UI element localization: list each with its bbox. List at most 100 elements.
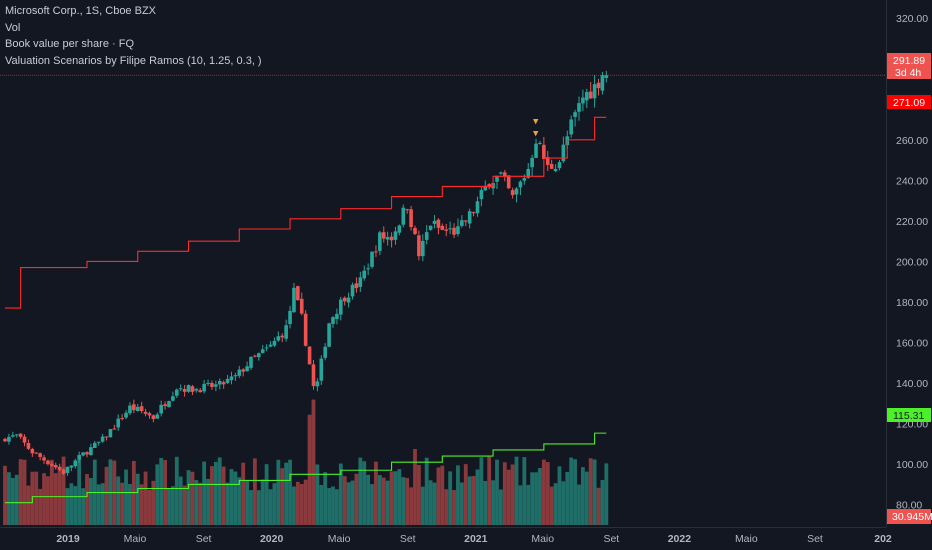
candle-body <box>350 284 355 297</box>
candle-body <box>444 229 449 231</box>
volume-bar <box>163 460 167 525</box>
candle-body <box>3 438 7 442</box>
candle-body <box>538 142 542 144</box>
candle-body <box>26 442 31 449</box>
candle-body <box>577 103 581 112</box>
candle-body <box>354 283 359 289</box>
volume-bar <box>354 473 359 525</box>
volume-bar <box>358 457 363 525</box>
legend-volume[interactable]: Vol <box>5 21 21 34</box>
candle-body <box>588 91 593 99</box>
volume-bar <box>334 489 339 525</box>
candle-body <box>292 287 296 313</box>
volume-bar <box>498 489 503 525</box>
volume-bar <box>569 457 574 525</box>
volume-bar <box>416 465 421 525</box>
time-axis[interactable]: 2019 Maio Set 2020 Maio Set 2021 Maio Set 2022 Mai… <box>56 533 892 545</box>
volume-bar <box>311 399 316 525</box>
signal-marker: ▼ <box>533 118 539 126</box>
candle-body <box>421 240 425 257</box>
candle-body <box>573 112 577 118</box>
candle-body <box>424 232 429 240</box>
candle-body <box>475 201 480 214</box>
volume-bar <box>167 487 171 525</box>
volume-bar <box>276 459 281 525</box>
volume-bar <box>584 471 589 525</box>
volume-bar <box>420 486 425 525</box>
candle-body <box>260 349 265 353</box>
volume-bar <box>57 466 62 525</box>
candle-body <box>503 172 507 177</box>
volume-bar <box>448 471 453 525</box>
x-tick-label: Maio <box>531 533 554 545</box>
volume-bar <box>241 462 246 525</box>
candle-body <box>14 434 19 436</box>
legend-book-value[interactable]: Book value per share · FQ <box>5 38 135 50</box>
volume-bar <box>428 480 433 525</box>
y-tick-label: 100.00 <box>896 459 928 471</box>
candle-body <box>319 358 324 381</box>
volume-bar <box>432 482 437 525</box>
candle-body <box>233 375 238 377</box>
candle-body <box>604 75 609 79</box>
volume-bar <box>96 484 101 525</box>
candle-body <box>210 382 214 388</box>
candle-body <box>389 236 394 241</box>
x-tick-label: Set <box>807 533 823 545</box>
volume-bar <box>377 475 382 525</box>
volume-bar <box>479 457 484 525</box>
volume-bar <box>596 487 601 525</box>
volume-bar <box>151 480 156 525</box>
candle-body <box>128 405 132 414</box>
volume-bar <box>342 476 347 525</box>
candle-body <box>479 189 484 200</box>
candle-body <box>50 464 54 466</box>
candle-body <box>460 220 464 226</box>
candle-body <box>182 389 187 392</box>
volume-bar <box>577 484 581 525</box>
candle-body <box>385 237 390 240</box>
candle-body <box>7 436 11 442</box>
candle-body <box>315 381 320 387</box>
candle-body <box>147 413 152 416</box>
y-tick-label: 200.00 <box>896 256 928 268</box>
volume-bar <box>604 463 609 525</box>
volume-bar <box>61 456 66 525</box>
candle-body <box>257 353 261 358</box>
candle-body <box>206 382 210 384</box>
volume-bar <box>190 471 195 525</box>
volume-bar <box>346 482 351 525</box>
candle-body <box>104 436 109 438</box>
candle-body <box>171 396 175 401</box>
candle-body <box>561 144 566 162</box>
candle-body <box>296 286 300 301</box>
volume-bar <box>397 469 402 525</box>
volume-bar <box>588 458 593 525</box>
volume-bar <box>233 471 238 525</box>
x-tick-label: 2022 <box>668 533 692 545</box>
candle-body <box>116 418 121 428</box>
volume-bar <box>202 461 207 525</box>
volume-bar <box>534 472 538 525</box>
legend-valuation-scenarios[interactable]: Valuation Scenarios by Filipe Ramos (10,… <box>5 54 262 67</box>
candle-body <box>61 469 66 474</box>
volume-bar <box>3 465 7 525</box>
x-tick-label: Set <box>603 533 619 545</box>
candle-body <box>585 91 589 101</box>
indicator-lines <box>5 116 607 504</box>
volume-bar <box>292 486 296 525</box>
volume-bar <box>182 485 187 525</box>
volume-bar <box>7 472 11 525</box>
volume-bar <box>553 483 558 525</box>
volume-bar <box>77 459 82 525</box>
volume-bar <box>280 468 285 525</box>
volume-bar <box>506 469 511 525</box>
candle-body <box>592 84 597 99</box>
legend-symbol[interactable]: Microsoft Corp., 1S, Cboe BZX <box>5 5 156 17</box>
candle-body <box>370 251 374 267</box>
volume-bar <box>362 461 367 525</box>
candle-body <box>463 220 468 222</box>
volume-bar <box>221 466 226 525</box>
